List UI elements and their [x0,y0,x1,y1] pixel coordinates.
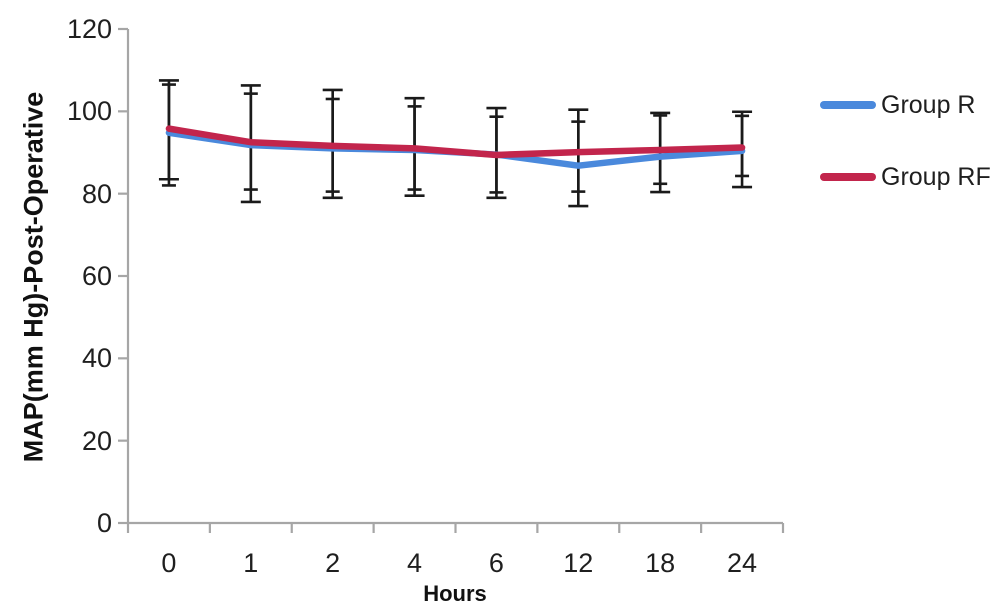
y-tick-label: 100 [66,96,112,127]
legend-line-swatch-icon [820,173,876,181]
axis-spines [126,29,783,525]
x-tick-label: 18 [645,548,676,578]
x-tick-label: 6 [488,548,504,578]
y-axis-title: MAP(mm Hg)-Post-Operative [18,91,49,463]
x-tick-label: 2 [325,548,341,578]
legend-line-swatch-icon [820,101,876,109]
legend-label: Group R [881,90,976,119]
y-tick-label: 120 [66,14,112,44]
legend-item: Group RF [820,160,991,194]
y-tick-label: 80 [81,178,112,209]
y-tick-label: 40 [81,343,112,374]
chart-legend: Group R Group RF [820,88,991,194]
x-axis-title: Hours [423,581,487,606]
y-tick-label: 0 [96,508,112,538]
y-tick-label: 60 [81,261,112,291]
x-tick-label: 24 [727,548,758,578]
y-tick-label: 20 [81,425,112,456]
legend-item: Group R [820,88,991,122]
series-line-group-rf [165,125,746,159]
x-tick-label: 4 [407,548,423,578]
x-tick-label: 1 [243,548,259,578]
x-tick-label: 12 [563,548,594,578]
legend-label: Group RF [881,162,991,191]
x-tick-label: 0 [161,548,177,578]
